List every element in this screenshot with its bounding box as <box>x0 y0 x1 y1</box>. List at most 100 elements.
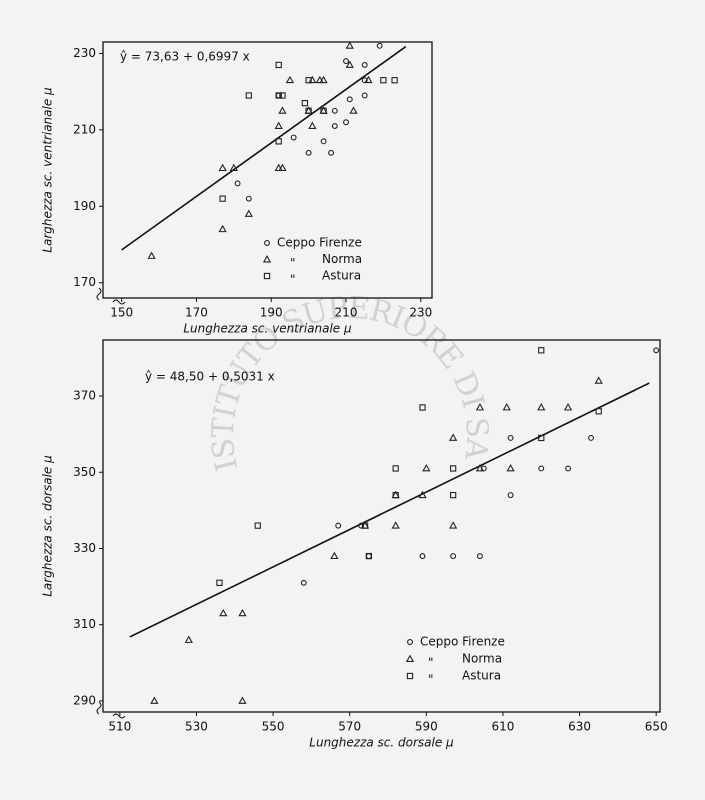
legend-label: Norma <box>462 652 502 666</box>
point <box>361 92 368 99</box>
point <box>502 403 511 411</box>
plot-frame <box>102 339 661 713</box>
y-tick-label: 190 <box>73 199 96 213</box>
x-tick-label: 230 <box>409 306 432 320</box>
regression-line <box>129 382 650 638</box>
legend-marker <box>264 240 270 246</box>
point <box>229 163 238 172</box>
y-tick-label: 370 <box>73 389 96 403</box>
point <box>331 123 338 130</box>
point <box>507 435 514 441</box>
point <box>238 696 247 704</box>
x-tick-label: 630 <box>568 720 591 734</box>
point <box>254 522 261 529</box>
point <box>418 490 427 499</box>
point <box>275 92 282 99</box>
legend-label: Ceppo Firenze <box>277 236 362 250</box>
point <box>219 608 228 617</box>
x-tick-label: 550 <box>262 720 285 734</box>
legend-label: Astura <box>462 669 501 683</box>
plot-frame <box>102 41 433 299</box>
point <box>328 149 335 156</box>
legend-label: Ceppo Firenze <box>420 635 505 649</box>
point <box>184 635 193 643</box>
point <box>419 404 426 411</box>
x-axis-label: Lunghezza sc. dorsale μ <box>309 736 454 750</box>
y-axis-label: Larghezza sc. ventrianale μ <box>41 87 55 253</box>
y-tick-label: 350 <box>73 465 96 479</box>
y-tick-label: 170 <box>73 275 96 289</box>
legend-ditto: " <box>290 273 296 287</box>
point <box>419 553 426 560</box>
point <box>278 163 287 172</box>
point <box>588 435 594 441</box>
point <box>506 464 515 472</box>
legend-ditto: " <box>290 256 296 270</box>
legend-marker <box>406 672 414 680</box>
point <box>507 492 514 499</box>
point <box>150 696 159 704</box>
equation: ŷ = 48,50 + 0,5031 x <box>145 370 275 384</box>
point <box>335 522 342 529</box>
x-tick-label: 210 <box>335 306 358 320</box>
x-tick-label: 590 <box>415 720 438 734</box>
point <box>345 60 354 68</box>
regression-line <box>121 45 407 251</box>
point <box>305 77 312 84</box>
x-tick-label: 170 <box>185 306 208 320</box>
point <box>320 138 327 145</box>
point <box>365 553 372 560</box>
point <box>449 491 457 499</box>
point <box>653 347 660 354</box>
point <box>380 77 387 84</box>
point <box>308 121 317 130</box>
point <box>477 553 483 560</box>
point <box>349 106 358 114</box>
legend-marker <box>407 639 413 645</box>
legend-ditto: " <box>428 656 434 670</box>
watermark: ISTITUTO SUPERIORE DI SANITÀ <box>0 0 494 475</box>
x-tick-label: 650 <box>645 720 668 734</box>
point <box>274 121 283 130</box>
point <box>278 106 287 114</box>
point <box>346 96 353 103</box>
point <box>538 434 545 442</box>
point <box>422 464 431 472</box>
point <box>234 180 241 187</box>
axis-break <box>96 287 126 305</box>
y-tick-label: 310 <box>73 617 96 631</box>
legend-marker <box>262 255 272 263</box>
point <box>538 347 545 354</box>
point <box>361 522 369 529</box>
point <box>244 209 253 217</box>
point <box>376 42 383 49</box>
point <box>245 195 252 202</box>
point <box>245 92 252 99</box>
axis-break <box>96 701 126 719</box>
point <box>238 608 247 617</box>
point <box>290 134 297 141</box>
point <box>391 77 398 84</box>
point <box>391 521 400 529</box>
point <box>319 75 328 84</box>
x-tick-label: 610 <box>491 720 514 734</box>
point <box>305 107 312 114</box>
point <box>300 579 307 586</box>
x-tick-label: 570 <box>338 720 361 734</box>
point <box>450 553 457 560</box>
legend-marker <box>263 272 271 280</box>
point <box>320 107 327 114</box>
point <box>285 75 295 84</box>
legend-ditto: " <box>428 673 434 687</box>
point <box>475 464 485 472</box>
equation: ŷ = 73,63 + 0,6997 x <box>120 50 250 64</box>
point <box>538 465 545 472</box>
y-tick-label: 290 <box>73 693 96 707</box>
point <box>218 163 227 172</box>
point <box>392 465 399 472</box>
point <box>537 403 546 411</box>
point <box>563 403 573 411</box>
y-tick-label: 210 <box>73 122 96 136</box>
